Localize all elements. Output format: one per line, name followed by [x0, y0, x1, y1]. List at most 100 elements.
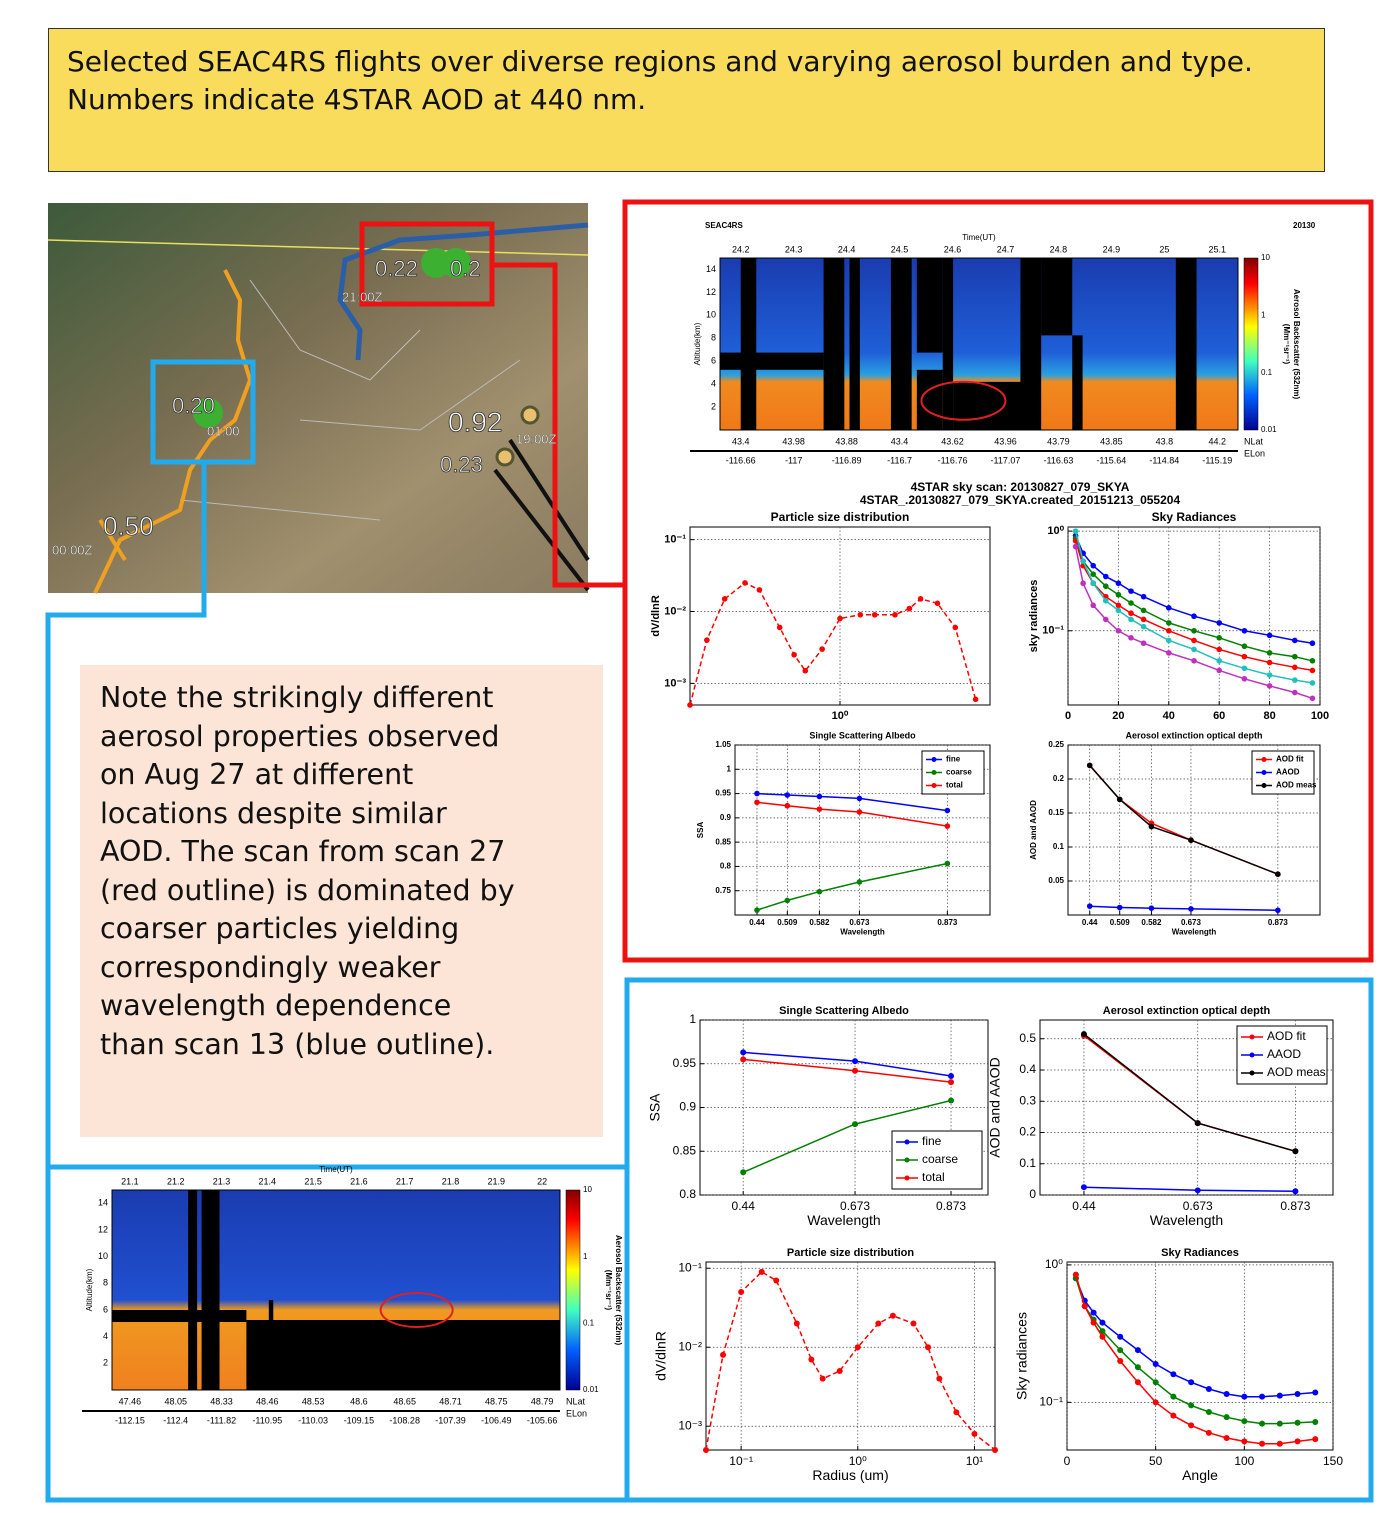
chart: Aerosol extinction optical depth 0.44 0.50…: [1029, 730, 1321, 937]
data-point: [1266, 659, 1273, 666]
legend-marker: [1249, 1052, 1255, 1058]
lidar-mask: [1175, 258, 1197, 430]
legend-marker: [931, 770, 937, 775]
lidar-mask: [916, 258, 943, 353]
elon-tick-label: -108.28: [389, 1415, 420, 1425]
data-point: [754, 790, 760, 797]
alt-label: Altitude(km): [693, 322, 702, 365]
elon-tick-label: -116.7: [887, 455, 912, 465]
data-point: [740, 1169, 747, 1176]
chart-title: Sky Radiances: [1152, 510, 1237, 524]
state-lines: [179, 279, 521, 521]
y-tick-label: 0.05: [1048, 876, 1064, 885]
nlat-label: NLat: [566, 1396, 586, 1406]
nlat-tick-label: 47.46: [119, 1396, 142, 1406]
time-tick-label: 21.1: [121, 1176, 139, 1186]
x-tick-label: 0.509: [777, 918, 798, 927]
nlat-tick-label: 48.71: [439, 1396, 462, 1406]
alt-tick-label: 10: [98, 1251, 108, 1261]
x-tick-label: 10⁰: [832, 710, 849, 722]
data-point: [1241, 665, 1248, 672]
data-point: [756, 587, 763, 593]
map-label: 00:00Z: [52, 542, 93, 557]
data-point: [1090, 1319, 1097, 1326]
data-point: [1115, 627, 1122, 634]
data-point: [1205, 1429, 1212, 1436]
x-tick-label: 20: [1112, 710, 1124, 722]
x-axis-label: Angle: [1182, 1467, 1218, 1483]
series-line: [1075, 1277, 1316, 1398]
data-point: [1115, 580, 1122, 587]
data-point: [816, 888, 823, 895]
x-tick-label: 0.873: [1280, 1199, 1310, 1213]
data-point: [1312, 1418, 1319, 1425]
chart-title: Sky Radiances: [1161, 1247, 1239, 1259]
lidar-mask: [720, 352, 824, 370]
nlat-label: NLat: [1244, 436, 1264, 446]
nlat-tick-label: 43.96: [994, 436, 1017, 446]
x-tick-label: 100: [1311, 710, 1329, 722]
data-point: [1191, 613, 1197, 620]
nlat-tick-label: 48.79: [531, 1396, 554, 1406]
data-point: [1223, 1435, 1230, 1442]
marker: [193, 398, 223, 428]
data-point: [1188, 906, 1194, 912]
data-point: [1216, 620, 1222, 626]
chart: Aerosol extinction optical depth 0.44 0.67…: [987, 1005, 1334, 1228]
lidar-mask: [246, 1320, 560, 1390]
y-tick-label: 10⁻¹: [1042, 625, 1064, 637]
nlat-tick-label: 48.33: [210, 1396, 233, 1406]
elon-tick-label: -112.15: [115, 1415, 145, 1425]
data-point: [1140, 616, 1147, 623]
note-line: than scan 13 (blue outline).: [100, 1027, 495, 1061]
data-point: [1080, 1184, 1087, 1191]
alt-tick-label: 2: [711, 401, 716, 411]
x-tick-label: 150: [1323, 1454, 1343, 1468]
x-tick-label: 10¹: [966, 1454, 983, 1468]
y-tick-label: 10⁻¹: [664, 534, 686, 546]
chart-title: Single Scattering Albedo: [809, 730, 916, 740]
data-point: [1309, 640, 1316, 647]
time-tick-label: 21.9: [488, 1176, 506, 1186]
time-tick-label: 24.6: [944, 244, 962, 254]
data-point: [1090, 562, 1096, 569]
data-point: [1292, 664, 1298, 671]
data-point: [1117, 1357, 1124, 1364]
data-point: [1292, 637, 1298, 644]
data-point: [1090, 602, 1096, 609]
data-point: [687, 702, 693, 708]
nlat-tick-label: 48.75: [485, 1396, 508, 1406]
elon-tick-label: -115.19: [1202, 455, 1232, 465]
y-tick-label: 10⁰: [1045, 1257, 1063, 1271]
data-point: [1117, 1347, 1124, 1354]
flight-track: [93, 269, 253, 594]
data-point: [1191, 657, 1197, 664]
map-label: 0.2: [450, 256, 481, 281]
legend-marker: [931, 783, 937, 788]
data-point: [819, 1375, 826, 1382]
data-point: [1216, 646, 1222, 653]
elon-tick-label: -105.66: [527, 1415, 558, 1425]
colorbar: [1243, 257, 1259, 431]
data-point: [1103, 597, 1109, 604]
marker: [441, 248, 471, 278]
data-point: [1128, 616, 1134, 623]
map-label: 01:00: [207, 423, 240, 438]
data-point: [1241, 1438, 1248, 1445]
map-label: 0.20: [172, 393, 215, 418]
data-point: [1194, 1120, 1201, 1127]
y-tick-label: 0.9: [679, 1100, 696, 1114]
x-tick-label: 0.44: [732, 1199, 756, 1213]
lidar-mask: [849, 258, 860, 430]
x-tick-label: 0.673: [849, 918, 870, 927]
y-tick-label: 0.4: [1019, 1062, 1036, 1076]
y-tick-label: 0.8: [679, 1187, 696, 1201]
time-label: Time(UT): [319, 1165, 353, 1174]
data-point: [1099, 1319, 1106, 1326]
data-point: [906, 605, 913, 612]
data-point: [1117, 1333, 1124, 1340]
y-axis-label: dV/dlnR: [650, 595, 662, 637]
x-tick-label: 0: [1065, 710, 1071, 722]
marker: [520, 405, 540, 425]
data-point: [892, 611, 898, 618]
